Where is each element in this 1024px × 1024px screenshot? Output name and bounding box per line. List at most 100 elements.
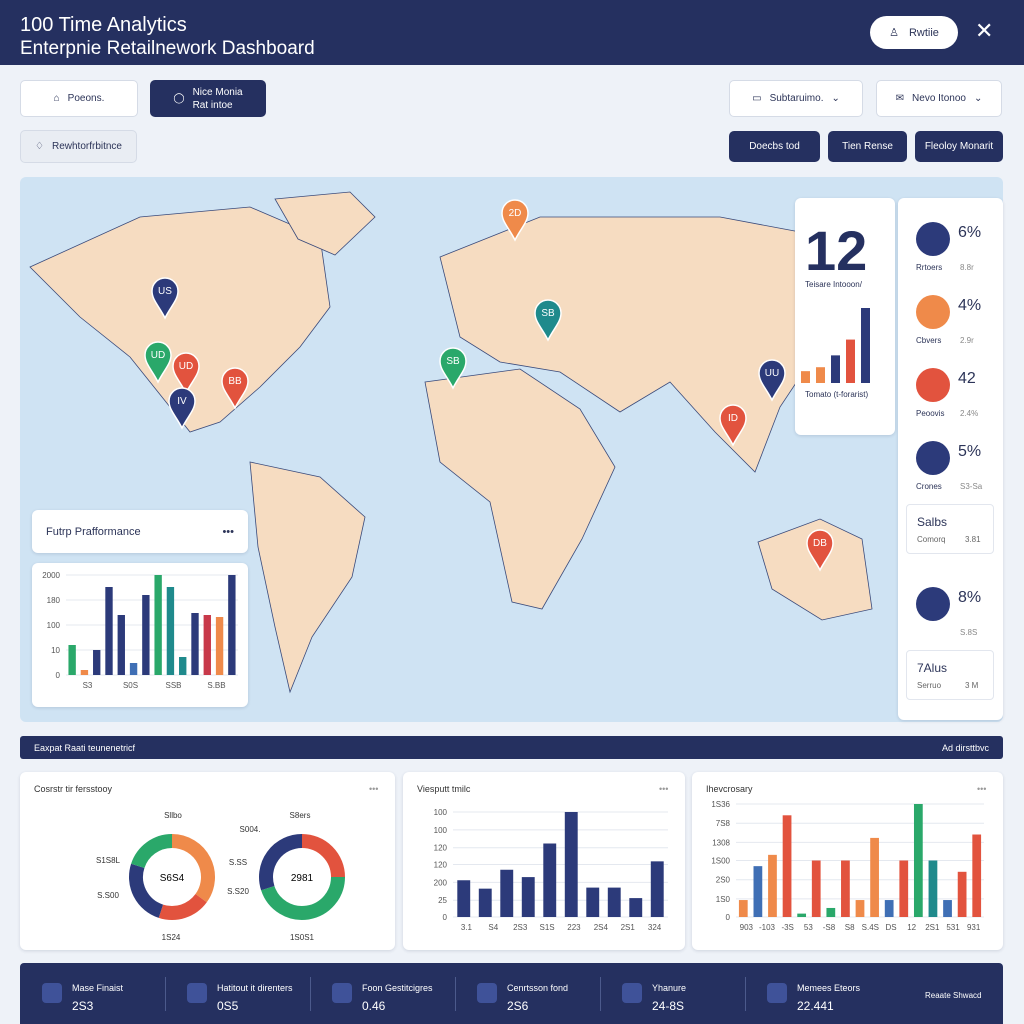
x-tick-label: SSB <box>165 681 181 690</box>
action-button[interactable]: Tien Rense <box>828 131 907 162</box>
search[interactable]: ♢ Rewhtorfrbitnce <box>20 130 137 163</box>
footer-value: 22.441 <box>797 999 834 1013</box>
bar <box>841 860 850 917</box>
x-tick-label: 2S1 <box>621 923 636 932</box>
bar <box>80 670 89 675</box>
x-tick-label: S4 <box>488 923 498 932</box>
y-tick-label: 0 <box>56 671 61 680</box>
menu[interactable]: ••• <box>222 525 234 538</box>
bar <box>68 645 76 675</box>
bar <box>870 837 879 917</box>
footer-action[interactable]: Reaate Shwacd <box>925 991 982 1000</box>
south-america <box>249 461 366 694</box>
footer-label: Yhanure <box>652 983 687 993</box>
x-tick-label: -103 <box>759 923 776 932</box>
panel: Viesputt tmilc ••• 0 25 200 120 120 100 100 3.1 S4… <box>403 772 685 950</box>
donut-label: S8ers <box>290 811 311 820</box>
x-tick-label: 53 <box>804 923 813 932</box>
location-filter[interactable]: ⌂ Poeons. <box>20 80 138 117</box>
bar <box>629 898 643 917</box>
donut-segment <box>129 863 164 918</box>
bar <box>521 877 535 917</box>
bar <box>142 595 150 675</box>
y-tick-label: 100 <box>434 826 448 835</box>
big-label: Teisare Intooon/ <box>805 280 862 289</box>
stats-column: 6% Rrtoers 8.8r 4% Cbvers 2.9r 42 Peoovis 2.4% 5%… <box>898 198 1003 720</box>
pin <box>172 352 200 395</box>
y-tick-label: 180 <box>47 596 61 605</box>
bar <box>117 615 125 675</box>
bar <box>797 913 807 917</box>
footer-icon <box>477 983 497 1003</box>
stat-label: Rrtoers <box>916 263 943 272</box>
sub-card: Salbs Comorq 3.81 <box>906 504 994 554</box>
header-button[interactable]: ♙ Rwtiie <box>870 16 958 49</box>
dropdown[interactable]: ✉ Nevo Itonoo ⌄ <box>876 80 1002 117</box>
stat-value: 42 <box>958 370 976 387</box>
donut-label: S.SS <box>229 858 247 867</box>
user-icon: ♙ <box>889 27 899 39</box>
donut-segment <box>158 893 207 920</box>
y-tick-label: 2S0 <box>716 876 731 885</box>
bar <box>861 308 870 383</box>
bar <box>228 575 236 675</box>
line: Rat intoe <box>192 99 233 111</box>
x-tick-label: 3.1 <box>461 923 473 932</box>
card-title: Futrp Prafformance <box>46 525 141 538</box>
stat-label: Cbvers <box>916 336 942 345</box>
pin-label: UD <box>179 361 193 372</box>
pin <box>534 299 562 342</box>
pin-label: UD <box>151 350 165 361</box>
bar <box>543 843 557 917</box>
bar <box>478 888 492 917</box>
bar <box>105 587 113 675</box>
panel-menu: ••• <box>977 784 986 794</box>
performance-header: Futrp Prafformance ••• <box>32 510 248 553</box>
stat-label: Crones <box>916 482 942 491</box>
footer: Mase Finaist 2S3 Hatitout it direnters 0S5 F… <box>20 963 1003 1024</box>
dropdown[interactable]: ▭ Subtaruimo. ⌄ <box>729 80 863 117</box>
action-button[interactable]: Doecbs tod <box>729 131 820 162</box>
stat-value: 8% <box>958 589 982 606</box>
x-tick-label: S.BB <box>207 681 225 690</box>
bar <box>801 371 810 383</box>
banner-action[interactable]: Ad dirsttbvc <box>941 742 989 753</box>
donut-center: S6S4 <box>160 873 185 884</box>
stat-sub: S.8S <box>960 628 978 637</box>
stat-sub: S3-Sa <box>960 482 983 491</box>
card-title: 7Alus <box>917 661 948 675</box>
banner: Eaxpat Raati teunenetricf Ad dirsttbvc <box>20 736 1003 759</box>
footer-value: 24-8S <box>652 999 685 1013</box>
footer-label: Memees Eteors <box>797 983 861 993</box>
bar <box>831 355 840 383</box>
pin <box>151 277 179 320</box>
action-button[interactable]: Fleoloy Monarit <box>915 131 1003 162</box>
card-label: Comorq <box>917 535 946 544</box>
stat-sub: 8.8r <box>960 263 974 272</box>
y-tick-label: 0 <box>726 913 731 922</box>
banner-text: Eaxpat Raati teunenetricf <box>34 742 136 753</box>
icon: ⌂ <box>53 93 60 104</box>
icon: ✉ <box>895 93 905 104</box>
pin-label: 2D <box>509 208 522 219</box>
stat-label: Peoovis <box>916 409 945 418</box>
label: Rewhtorfrbitnce <box>51 141 122 152</box>
footer-label: Hatitout it direnters <box>217 983 293 993</box>
panel: Cosrstr tir fersstooy ••• S6S4 Sllbo S1S8L S.… <box>20 772 395 950</box>
donut-label: S004. <box>240 825 261 834</box>
donut-segment <box>261 876 345 920</box>
pin-label: US <box>158 286 172 297</box>
stat-sub: 2.9r <box>960 336 974 345</box>
donut-segment <box>259 834 303 891</box>
highlight-card: 12 Teisare Intooon/ Tomato (t-forarist) <box>795 198 895 435</box>
close-icon[interactable]: ✕ <box>975 18 994 43</box>
bar <box>884 900 894 917</box>
card-sub: 3.81 <box>965 535 981 544</box>
bar <box>957 871 967 917</box>
footer-icon <box>767 983 787 1003</box>
icon: ♢ <box>35 141 44 152</box>
selected-filter[interactable]: ◯ Nice Monia Rat intoe <box>150 80 266 117</box>
pin <box>439 347 467 390</box>
y-tick-label: 200 <box>434 878 448 887</box>
bar <box>943 900 952 917</box>
